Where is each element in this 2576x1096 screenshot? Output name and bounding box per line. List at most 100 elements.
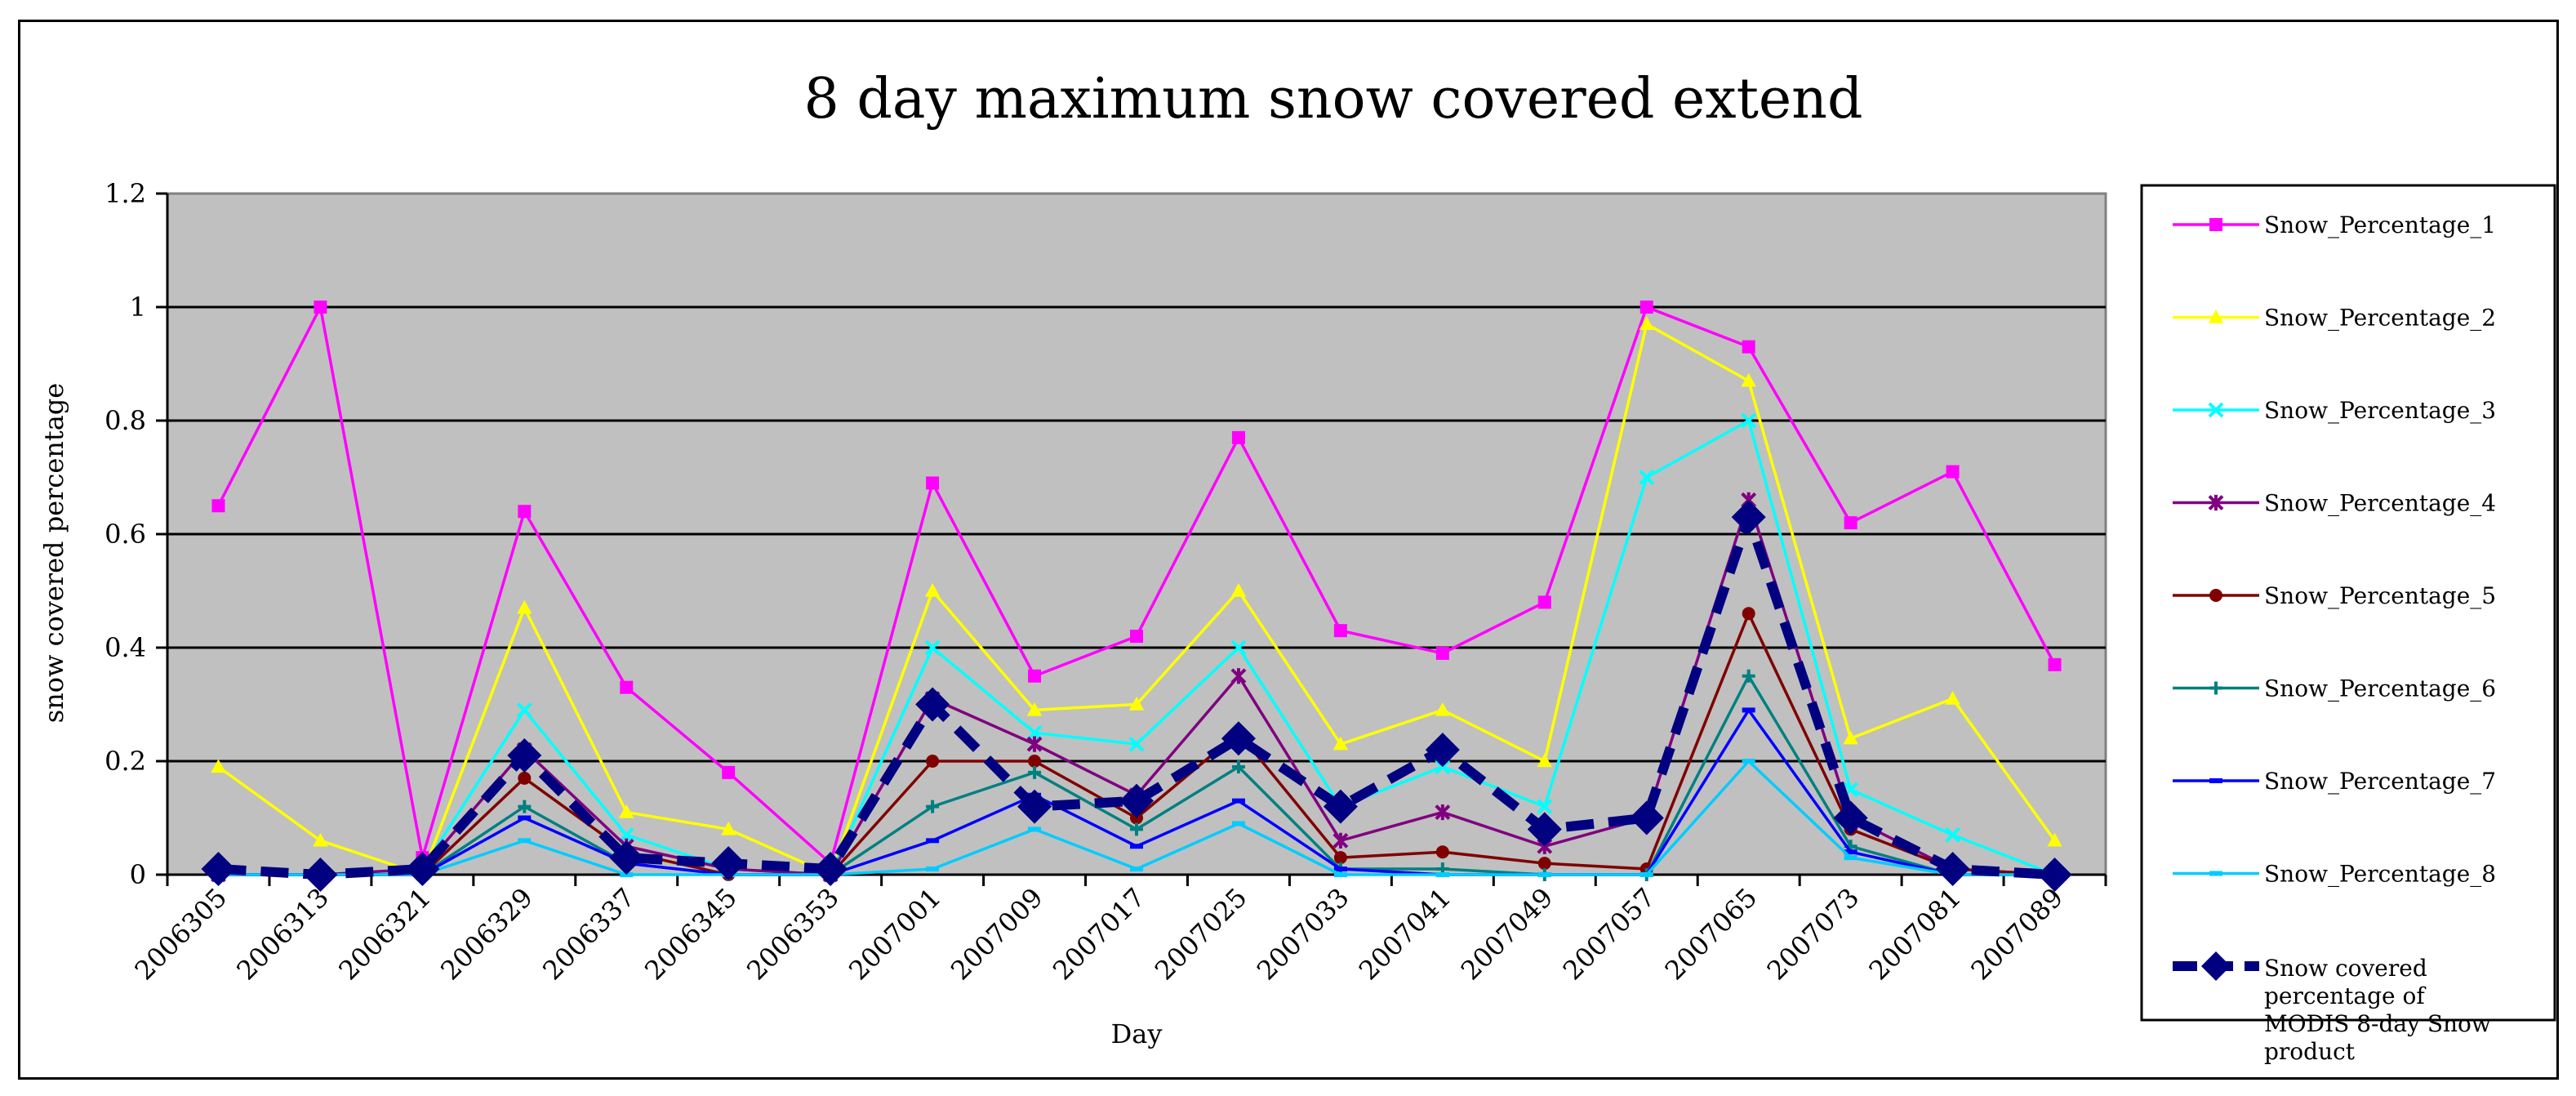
legend-label: Snow_Percentage_8 [2264,861,2496,888]
data-point [2209,778,2222,783]
data-point [1935,852,1970,887]
legend-item: Snow_Percentage_5 [2173,582,2496,609]
data-point [1843,730,1858,745]
data-point [1028,765,1042,779]
data-point [618,826,634,843]
x-tick-label: 2006321 [332,882,437,987]
data-point [1435,646,1449,660]
data-point [1028,669,1042,683]
data-point [1742,340,1755,354]
data-point [924,639,941,656]
data-point [1128,736,1145,752]
data-point [1742,607,1755,621]
y-axis-label: snow covered percentage [38,383,69,724]
data-point [1639,470,1655,485]
data-point [211,499,225,513]
legend-item: Snow_Percentage_2 [2173,305,2496,332]
data-point [303,858,338,892]
data-point [1629,800,1664,835]
data-point [1231,798,1245,804]
legend-label: Snow_Percentage_6 [2264,675,2496,702]
data-point [518,815,532,821]
data-point [516,702,532,718]
data-point [2201,951,2231,981]
data-point [1230,668,1247,684]
data-point [1435,872,1449,877]
data-point [1435,804,1451,821]
data-point [1017,789,1052,824]
legend-label: Snow_Percentage_5 [2264,582,2496,609]
data-point [1230,582,1247,597]
data-point [2208,402,2224,418]
x-tick-label: 2007001 [843,882,947,987]
legend-item: Snow_Percentage_3 [2173,397,2496,424]
x-tick-label: 2007065 [1659,882,1764,987]
x-tick-label: 2007009 [945,882,1049,987]
x-tick-label: 2007025 [1149,882,1253,987]
data-point [1130,867,1143,872]
data-point [2037,858,2072,892]
y-tick-label: 0.4 [105,632,146,663]
data-point [1639,872,1653,877]
legend-item: Snow_Percentage_7 [2173,768,2496,795]
data-point [1741,372,1756,387]
data-point [1231,760,1245,773]
data-point [1731,500,1766,535]
data-point [1537,753,1552,768]
data-point [314,301,327,314]
data-point [1741,412,1757,429]
x-tick-label: 2006305 [128,882,233,987]
legend-label: Snow_Percentage_4 [2264,490,2496,517]
legend-box [2140,184,2556,1022]
data-point [1028,755,1042,768]
data-point [1527,812,1562,847]
data-point [926,476,940,490]
data-point [1333,867,1347,872]
chart-svg: 8 day maximum snow covered extend 0 0.2 0.… [38,67,2556,1065]
data-point [1026,724,1043,741]
legend-item: Snow_Percentage_8 [2173,861,2496,888]
chart-title: 8 day maximum snow covered extend [804,67,1863,131]
data-point [926,800,940,813]
data-point [518,505,532,519]
data-point [211,759,226,773]
data-point [1026,702,1043,716]
x-tick-label: 2007033 [1251,882,1355,987]
data-point [518,838,532,844]
data-point [1323,789,1358,824]
data-point [1333,851,1347,865]
x-tick-label: 2007017 [1047,882,1151,987]
data-point [1435,845,1449,859]
y-tick-label: 0.6 [105,519,146,550]
data-point [507,738,542,773]
y-tick-label: 0 [130,859,146,890]
data-point [1945,826,1960,843]
data-point [619,804,634,818]
data-point [1332,736,1349,751]
legend-label: product [2264,1038,2356,1065]
legend-item: Snow_Percentage_1 [2173,212,2496,238]
x-tick-label: 2006345 [638,882,743,987]
data-point [1833,800,1868,835]
data-point [1026,736,1043,752]
data-point [721,821,736,835]
data-point [1945,690,1960,705]
data-point [2209,871,2222,876]
data-point [609,840,644,875]
data-point [201,852,236,887]
data-point [1221,721,1256,756]
data-point [1230,639,1247,656]
series-9 [201,500,2072,892]
data-point [1537,872,1551,877]
x-tick-label: 2006313 [230,882,335,987]
series-layer [201,301,2072,892]
data-point [1435,702,1451,716]
data-point [1130,630,1143,644]
y-tick-labels: 0 0.2 0.4 0.6 0.8 1 1.2 [105,178,146,890]
data-point [405,852,440,887]
x-tick-label: 2007081 [1863,882,1968,987]
legend-label: Snow_Percentage_3 [2264,397,2496,424]
x-tick-label: 2007089 [1965,882,2070,987]
y-tick-label: 0.8 [105,405,146,436]
data-point [620,680,634,694]
